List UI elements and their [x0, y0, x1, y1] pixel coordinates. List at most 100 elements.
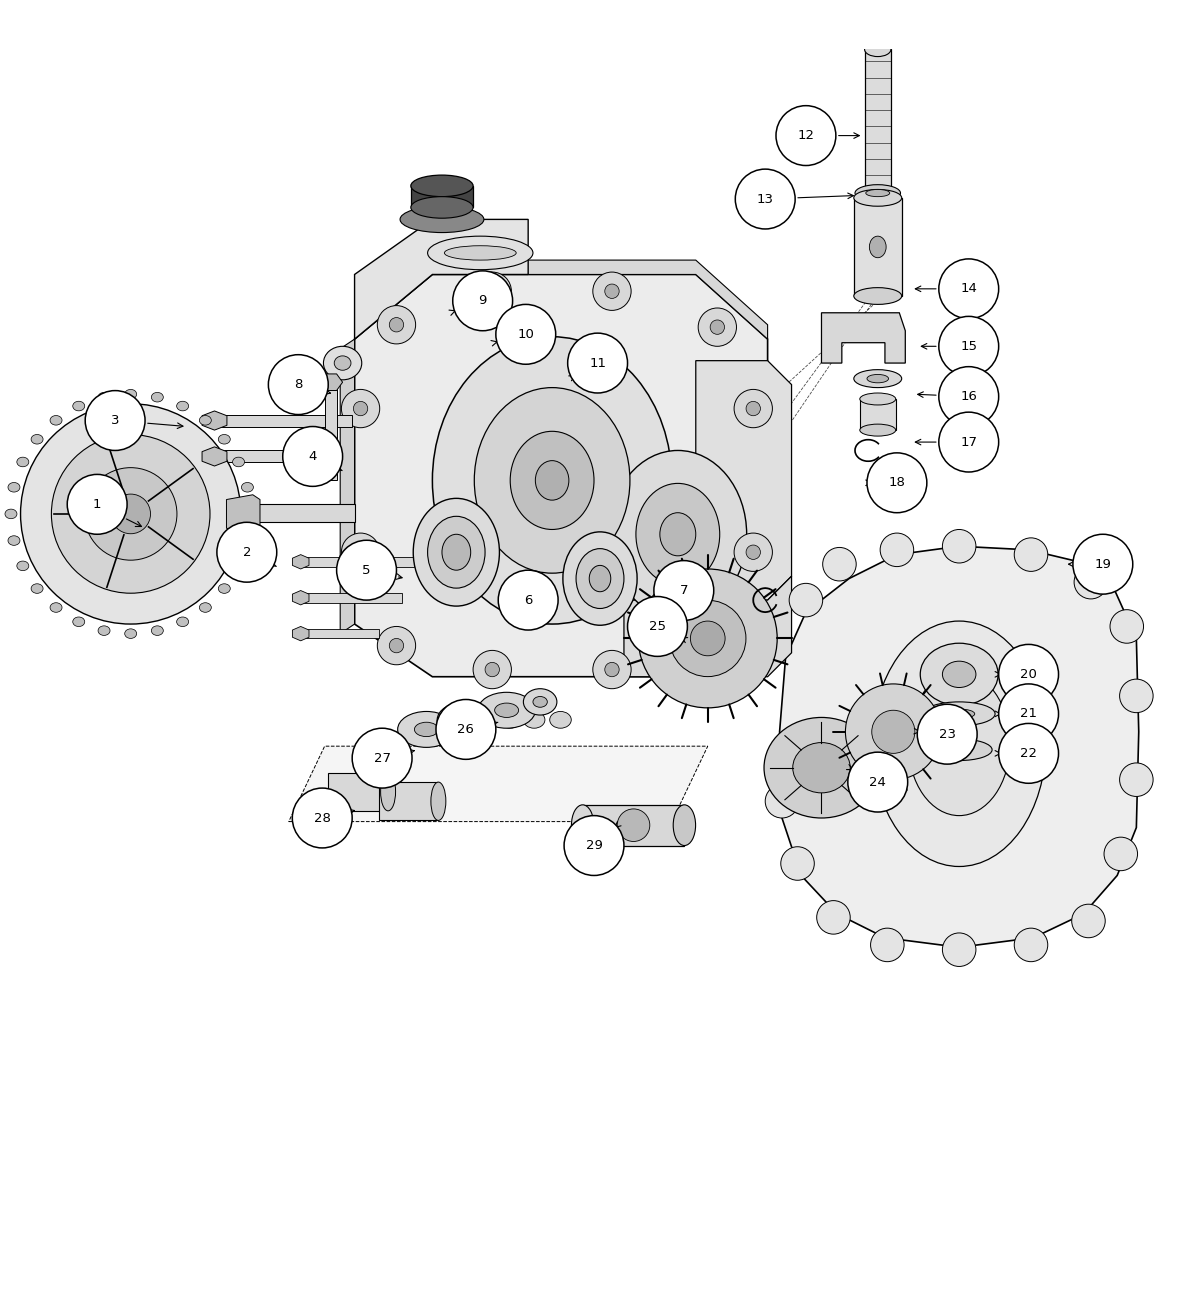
- Polygon shape: [583, 805, 684, 845]
- Text: 3: 3: [110, 413, 119, 426]
- Polygon shape: [341, 340, 354, 634]
- Circle shape: [605, 662, 619, 677]
- Circle shape: [880, 533, 913, 566]
- Polygon shape: [289, 746, 708, 822]
- Text: 4: 4: [308, 450, 317, 463]
- Polygon shape: [227, 495, 260, 533]
- Ellipse shape: [499, 712, 521, 728]
- Text: 26: 26: [457, 723, 474, 736]
- Circle shape: [654, 561, 714, 621]
- Ellipse shape: [218, 583, 230, 594]
- Polygon shape: [215, 451, 335, 463]
- Text: 13: 13: [757, 193, 774, 206]
- Text: 1: 1: [92, 498, 102, 511]
- Text: 29: 29: [586, 839, 602, 851]
- Ellipse shape: [854, 189, 901, 206]
- Ellipse shape: [410, 175, 473, 197]
- Circle shape: [568, 333, 628, 393]
- Ellipse shape: [942, 661, 976, 687]
- Circle shape: [698, 308, 737, 346]
- Polygon shape: [354, 275, 768, 677]
- Circle shape: [389, 318, 403, 332]
- Ellipse shape: [865, 189, 889, 197]
- Circle shape: [638, 569, 778, 708]
- Ellipse shape: [550, 712, 571, 728]
- Circle shape: [283, 426, 342, 486]
- Ellipse shape: [245, 509, 257, 518]
- Ellipse shape: [533, 696, 547, 708]
- Text: 27: 27: [373, 752, 391, 765]
- Circle shape: [337, 540, 396, 600]
- Ellipse shape: [17, 457, 29, 467]
- Circle shape: [20, 404, 241, 625]
- Circle shape: [698, 626, 737, 665]
- Text: 22: 22: [1020, 746, 1037, 759]
- Ellipse shape: [608, 451, 746, 618]
- Ellipse shape: [793, 743, 851, 793]
- Ellipse shape: [73, 402, 85, 411]
- Circle shape: [593, 272, 631, 310]
- Ellipse shape: [660, 513, 696, 556]
- Ellipse shape: [535, 460, 569, 500]
- Text: 16: 16: [960, 390, 977, 403]
- Circle shape: [485, 284, 499, 298]
- Text: 25: 25: [649, 619, 666, 632]
- Circle shape: [1072, 905, 1105, 938]
- Circle shape: [485, 662, 499, 677]
- Circle shape: [917, 704, 977, 765]
- Circle shape: [217, 522, 277, 582]
- Ellipse shape: [437, 702, 494, 737]
- Ellipse shape: [431, 781, 446, 820]
- Polygon shape: [202, 447, 227, 467]
- Text: 10: 10: [517, 328, 534, 341]
- Polygon shape: [410, 185, 473, 207]
- Circle shape: [84, 468, 176, 560]
- Ellipse shape: [241, 482, 253, 492]
- Ellipse shape: [397, 712, 455, 748]
- Ellipse shape: [400, 206, 484, 232]
- Ellipse shape: [920, 643, 998, 705]
- Ellipse shape: [125, 389, 137, 399]
- Text: 6: 6: [524, 594, 533, 607]
- Circle shape: [938, 412, 998, 472]
- Circle shape: [942, 530, 976, 562]
- Ellipse shape: [8, 535, 20, 546]
- Circle shape: [942, 933, 976, 967]
- Ellipse shape: [523, 688, 557, 715]
- Ellipse shape: [98, 626, 110, 635]
- Circle shape: [52, 434, 210, 594]
- Circle shape: [564, 815, 624, 876]
- Ellipse shape: [576, 548, 624, 609]
- Ellipse shape: [764, 718, 878, 818]
- Polygon shape: [378, 781, 438, 820]
- Circle shape: [776, 106, 836, 166]
- Polygon shape: [196, 504, 354, 522]
- Ellipse shape: [151, 626, 163, 635]
- Circle shape: [998, 684, 1058, 744]
- Polygon shape: [293, 555, 308, 569]
- Polygon shape: [215, 415, 352, 426]
- Circle shape: [1104, 837, 1138, 871]
- Polygon shape: [301, 629, 378, 639]
- Ellipse shape: [324, 346, 361, 380]
- Polygon shape: [354, 219, 528, 340]
- Circle shape: [998, 644, 1058, 704]
- Ellipse shape: [869, 236, 886, 258]
- Polygon shape: [822, 312, 905, 363]
- Text: 11: 11: [589, 356, 606, 369]
- Ellipse shape: [5, 509, 17, 518]
- Ellipse shape: [186, 500, 205, 527]
- Circle shape: [790, 583, 823, 617]
- Ellipse shape: [233, 457, 245, 467]
- Circle shape: [605, 284, 619, 298]
- Ellipse shape: [73, 617, 85, 626]
- Circle shape: [817, 901, 851, 934]
- Ellipse shape: [98, 393, 110, 402]
- Ellipse shape: [176, 617, 188, 626]
- Polygon shape: [696, 360, 792, 600]
- Text: 17: 17: [960, 435, 977, 448]
- Ellipse shape: [589, 565, 611, 592]
- Ellipse shape: [199, 603, 211, 612]
- Circle shape: [1014, 538, 1048, 572]
- Circle shape: [628, 596, 688, 656]
